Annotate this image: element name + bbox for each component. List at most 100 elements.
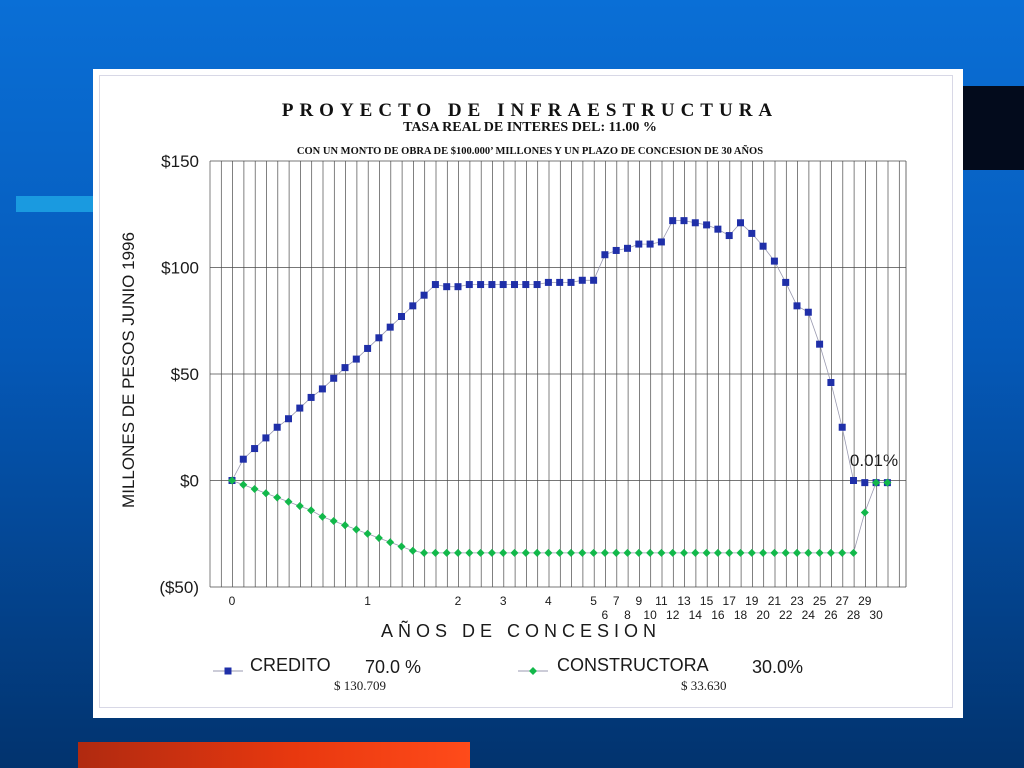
data-point [691, 548, 700, 557]
data-point [341, 364, 349, 372]
data-point [239, 480, 248, 489]
data-point [465, 548, 474, 557]
legend-item-constructora: CONSTRUCTORA 30.0% $ 33.630 [518, 655, 803, 693]
data-point [261, 489, 270, 498]
data-point [251, 445, 259, 453]
x-tick-label: 21 [768, 594, 782, 608]
data-point [352, 355, 360, 363]
chart-panel: PROYECTO DE INFRAESTRUCTURA TASA REAL DE… [93, 69, 963, 718]
data-point [521, 548, 530, 557]
data-point [488, 281, 496, 289]
data-point [861, 479, 869, 487]
data-point [409, 302, 417, 310]
chart-svg: PROYECTO DE INFRAESTRUCTURA TASA REAL DE… [119, 100, 907, 693]
data-point [759, 548, 768, 557]
data-point [510, 548, 519, 557]
data-point [770, 548, 779, 557]
x-tick-label: 24 [802, 608, 816, 622]
data-point [725, 548, 734, 557]
legend-item-credito: CREDITO 70.0 %$ 130.709 [213, 655, 421, 693]
data-point [601, 251, 609, 259]
data-point [691, 219, 699, 227]
chart-frame [99, 75, 953, 708]
y-tick-label: ($50) [159, 578, 199, 597]
series-credito [228, 217, 891, 487]
data-point [567, 278, 575, 286]
data-point [228, 476, 236, 485]
data-point [793, 302, 801, 310]
x-tick-label: 14 [689, 608, 703, 622]
data-point [590, 276, 598, 284]
data-point [443, 283, 451, 291]
legend-percent: 70.0 % [365, 657, 421, 677]
x-tick-label: 29 [858, 594, 872, 608]
data-point [442, 548, 451, 557]
x-tick-label: 10 [643, 608, 657, 622]
data-point [408, 546, 417, 555]
data-point [454, 548, 462, 557]
data-point [533, 281, 541, 289]
x-tick-label: 12 [666, 608, 680, 622]
x-tick-label: 4 [545, 594, 552, 608]
data-point [748, 229, 756, 237]
data-point [657, 238, 665, 246]
data-point [352, 525, 361, 534]
data-point [804, 308, 812, 316]
annotation-label: 0.01% [850, 451, 898, 470]
x-tick-label: 7 [613, 594, 620, 608]
legend-name: CONSTRUCTORA [557, 655, 709, 675]
data-point [838, 423, 846, 431]
y-axis-label: MILLONES DE PESOS JUNIO 1996 [119, 232, 138, 508]
data-point [454, 283, 462, 291]
legend: CREDITO 70.0 %$ 130.709 CONSTRUCTORA 30.0% $… [213, 655, 803, 693]
data-point [273, 423, 281, 431]
grid-lines [209, 160, 907, 588]
data-point [624, 244, 631, 252]
x-tick-label: 20 [756, 608, 770, 622]
data-point [612, 548, 621, 557]
x-tick-label: 30 [869, 608, 883, 622]
data-point [329, 516, 338, 525]
data-point [544, 278, 552, 286]
y-tick-label: $0 [180, 472, 199, 491]
x-tick-label: 3 [500, 594, 507, 608]
x-tick-labels: 0 1 2 3 4 5 7 9 11 13 15 17 19 21 23 25 27 296 8 10 12 14 16 18… [229, 594, 883, 622]
x-tick-label: 18 [734, 608, 748, 622]
data-point [782, 278, 790, 286]
data-point [386, 323, 394, 331]
y-tick-labels: $150 $100 $50 $0 ($50) [159, 152, 199, 597]
data-point [680, 217, 688, 225]
decorative-dark-block [962, 86, 1024, 170]
data-point [850, 477, 857, 484]
data-point [420, 291, 428, 299]
data-point [578, 276, 586, 284]
x-tick-label: 8 [624, 608, 631, 622]
data-point [736, 548, 745, 557]
data-point [477, 281, 485, 289]
data-point [398, 312, 405, 320]
legend-name: CREDITO [250, 655, 331, 675]
data-point [386, 538, 395, 547]
data-point [533, 548, 542, 557]
series-line [231, 480, 888, 554]
data-point [273, 493, 282, 502]
legend-amount: $ 33.630 [681, 678, 727, 693]
data-point [747, 548, 756, 557]
decorative-cyan-bar [16, 196, 96, 212]
data-point [816, 340, 824, 348]
y-tick-label: $50 [171, 365, 199, 384]
x-tick-label: 9 [635, 594, 642, 608]
data-point [815, 548, 824, 557]
data-point [431, 548, 440, 557]
data-point [793, 548, 801, 557]
data-point [600, 548, 609, 557]
data-point [296, 404, 304, 412]
x-tick-label: 16 [711, 608, 725, 622]
data-point [499, 548, 508, 557]
data-point [318, 385, 326, 393]
data-point [634, 548, 643, 557]
data-point [646, 240, 654, 248]
legend-amount: $ 130.709 [334, 678, 386, 693]
data-point [487, 548, 496, 557]
data-point [330, 374, 338, 382]
